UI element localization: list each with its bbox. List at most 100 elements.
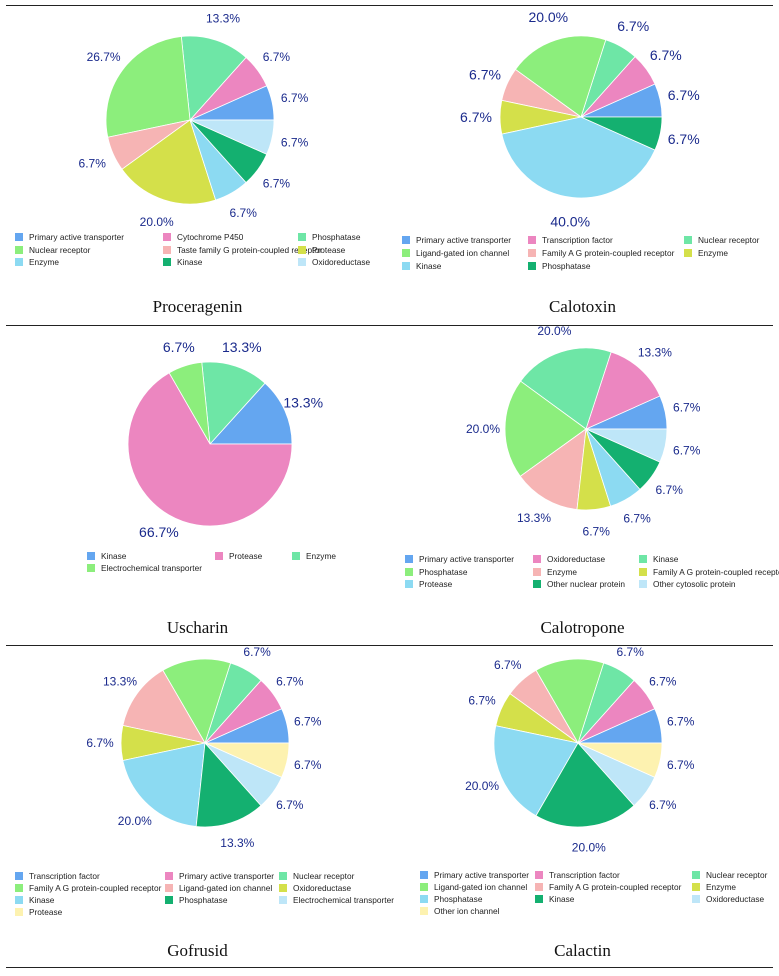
pie-slice-kinase (122, 742, 206, 827)
pie-slice-phosphatase (580, 116, 663, 151)
chart-panel-uscharin: 13.3% 13.3% 6.7% 66.7% Kinase Protease Enzyme… (5, 326, 390, 646)
legend-swatch (15, 233, 23, 241)
chart-title: Calotoxin (548, 297, 617, 316)
slice-percent-label: 6.7% (650, 47, 682, 63)
legend-label: Enzyme (547, 566, 577, 577)
slice-percent-label: 40.0% (550, 213, 590, 229)
legend-swatch (405, 555, 413, 563)
legend-swatch (684, 236, 692, 244)
legend-swatch (298, 258, 306, 266)
legend-swatch (535, 895, 543, 903)
legend-label: Primary active transporter (434, 870, 529, 880)
legend-label: Enzyme (706, 882, 736, 892)
pie-slice-ligand-gated-ion-channel (514, 35, 607, 118)
slice-percent-label: 6.7% (281, 136, 309, 150)
slice-percent-label: 6.7% (163, 339, 195, 355)
slice-percent-label: 13.3% (517, 511, 551, 525)
legend-label: Phosphatase (419, 566, 468, 577)
legend-label: Oxidoreductase (706, 894, 765, 904)
legend-item: Nuclear receptor (15, 245, 90, 255)
slice-percent-label: 6.7% (276, 798, 304, 812)
legend-item: Nuclear receptor (279, 871, 354, 881)
slice-percent-label: 20.0% (572, 841, 606, 855)
pie-slice-phosphatase (504, 380, 587, 477)
slice-percent-label: 6.7% (649, 674, 677, 688)
legend-swatch (402, 236, 410, 244)
legend-item: Ligand-gated ion channel (165, 883, 272, 893)
legend-swatch (163, 258, 171, 266)
slice-percent-label: 13.3% (283, 395, 323, 411)
pie-chart-gofrusid: 6.7%6.7%6.7%13.3%13.3%6.7%20.0%13.3%6.7%… (86, 646, 322, 850)
legend-item: Oxidoreductase (692, 894, 764, 904)
legend-item: Primary active transporter (165, 871, 274, 881)
legend-item: Enzyme (533, 567, 577, 577)
pie-chart-calotoxin: 6.7%6.7%6.7%20.0%6.7%6.7%40.0%6.7% (460, 9, 700, 229)
chart-title: Proceragenin (152, 297, 243, 316)
legend-item: Phosphatase (405, 567, 467, 577)
legend-item: Kinase (639, 554, 678, 564)
legend-item: Family A G protein-coupled receptor (639, 567, 779, 577)
legend-swatch (533, 580, 541, 588)
slice-percent-label: 6.7% (294, 714, 322, 728)
legend-swatch (402, 262, 410, 270)
legend-label: Primary active transporter (416, 235, 511, 245)
legend-label: Nuclear receptor (706, 870, 768, 880)
pie-slice-kinase (501, 116, 656, 199)
slice-percent-label: 20.0% (528, 9, 568, 25)
legend-item: Transcription factor (535, 870, 620, 880)
legend-item: Primary active transporter (15, 232, 124, 242)
chart-panel-calotoxin: 6.7% 6.7% 6.7% 20.0% 6.7% 6.7% 40.0% 6.7% Prima… (390, 6, 775, 326)
legend-swatch (165, 896, 173, 904)
legend-swatch (535, 883, 543, 891)
legend-swatch (165, 884, 173, 892)
legend-swatch (163, 245, 171, 254)
legend-item: Kinase (402, 261, 441, 271)
chart-title: Gofrusid (167, 941, 228, 960)
slice-percent-label: 6.7% (583, 525, 611, 539)
legend-item: Protease (298, 245, 345, 255)
row-divider-2 (6, 645, 773, 646)
legend-swatch (87, 564, 95, 572)
pie-slice-kinase (520, 347, 612, 430)
slice-percent-label: 6.7% (668, 87, 700, 103)
pie-slice-oxidoreductase (585, 351, 661, 430)
legend-item: Primary active transporter (405, 554, 514, 564)
pie-chart-calactin: 6.7%6.7%6.7%13.3%6.7%6.7%20.0%20.0%6.7%6… (465, 646, 695, 855)
slice-percent-label: 13.3% (222, 339, 262, 355)
legend-label: Cytochrome P450 (177, 232, 244, 242)
legend-swatch (15, 896, 23, 904)
legend-item: Phosphatase (420, 894, 482, 904)
legend-swatch (279, 884, 287, 892)
legend-item: Oxidoreductase (298, 257, 370, 267)
legend-swatch (535, 871, 543, 879)
slice-percent-label: 13.3% (206, 11, 240, 25)
pie-slice-protease (121, 119, 217, 205)
legend-swatch (279, 872, 287, 880)
row-divider-1 (6, 325, 773, 326)
legend-swatch (420, 895, 428, 903)
legend-item: Enzyme (15, 257, 59, 267)
legend-item: Taste family G protein-coupled receptor (163, 245, 322, 255)
legend-item: Other nuclear protein (533, 579, 625, 589)
legend-swatch (215, 552, 223, 560)
slice-percent-label: 20.0% (466, 422, 500, 436)
legend-item: Phosphatase (528, 261, 590, 271)
legend-swatch (402, 249, 410, 257)
legend-label: Phosphatase (542, 261, 591, 271)
chart-panel-calactin: 6.7%6.7%6.7%13.3%6.7%6.7%20.0%20.0%6.7%6… (390, 646, 775, 966)
legend-label: Ligand-gated ion channel (434, 882, 528, 892)
legend-swatch (163, 233, 171, 241)
legend-item: Electrochemical transporter (87, 563, 202, 573)
legend-item: Phosphatase (298, 232, 360, 242)
legend-swatch (15, 908, 23, 916)
legend-label: Nuclear receptor (698, 235, 760, 245)
legend-label: Phosphatase (179, 895, 228, 905)
pie-slice-phosphatase (493, 725, 579, 817)
legend-swatch (692, 883, 700, 891)
legend-item: Phosphatase (165, 895, 227, 905)
pie-slice-phosphatase (195, 742, 262, 828)
legend-label: Oxidoreductase (312, 257, 371, 267)
slice-percent-label: 6.7% (460, 109, 492, 125)
legend-swatch (692, 895, 700, 903)
slice-percent-label: 6.7% (667, 758, 695, 772)
